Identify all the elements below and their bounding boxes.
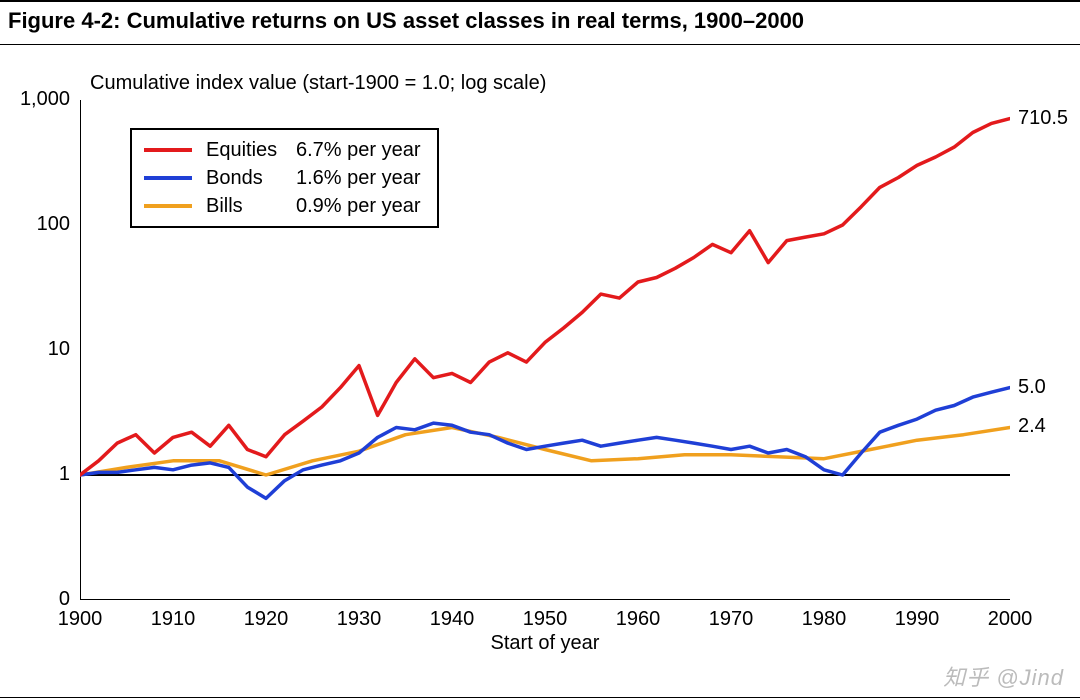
x-tick-label: 1950: [515, 608, 575, 631]
figure-title: Figure 4-2: Cumulative returns on US ass…: [0, 0, 1080, 45]
legend-series-rate: 6.7% per year: [296, 139, 421, 162]
y-tick-label: 10: [0, 338, 70, 361]
legend-row: Bills0.9% per year: [144, 192, 421, 220]
legend-row: Equities6.7% per year: [144, 136, 421, 164]
x-tick-label: 1940: [422, 608, 482, 631]
legend-row: Bonds1.6% per year: [144, 164, 421, 192]
legend-swatch: [144, 176, 192, 180]
legend-series-name: Bills: [206, 195, 296, 218]
x-tick-label: 1910: [143, 608, 203, 631]
legend-swatch: [144, 204, 192, 208]
x-tick-label: 1980: [794, 608, 854, 631]
x-tick-label: 2000: [980, 608, 1040, 631]
x-tick-label: 1960: [608, 608, 668, 631]
y-tick-label: 1,000: [0, 88, 70, 111]
figure-container: Figure 4-2: Cumulative returns on US ass…: [0, 0, 1080, 700]
x-tick-label: 1900: [50, 608, 110, 631]
y-tick-label: 1: [0, 463, 70, 486]
x-tick-label: 1930: [329, 608, 389, 631]
legend-series-rate: 0.9% per year: [296, 195, 421, 218]
y-axis-subtitle: Cumulative index value (start-1900 = 1.0…: [90, 72, 546, 95]
y-tick-label: 100: [0, 213, 70, 236]
x-tick-label: 1970: [701, 608, 761, 631]
legend: Equities6.7% per yearBonds1.6% per yearB…: [130, 128, 439, 228]
watermark: 知乎 @Jind: [943, 660, 1064, 692]
x-tick-label: 1990: [887, 608, 947, 631]
legend-series-name: Equities: [206, 139, 296, 162]
x-axis-title: Start of year: [80, 632, 1010, 655]
legend-series-rate: 1.6% per year: [296, 167, 421, 190]
legend-series-name: Bonds: [206, 167, 296, 190]
series-end-label: 710.5: [1018, 107, 1068, 130]
series-end-label: 5.0: [1018, 376, 1046, 399]
x-tick-label: 1920: [236, 608, 296, 631]
series-end-label: 2.4: [1018, 415, 1046, 438]
bottom-rule: [0, 697, 1080, 698]
legend-swatch: [144, 148, 192, 152]
